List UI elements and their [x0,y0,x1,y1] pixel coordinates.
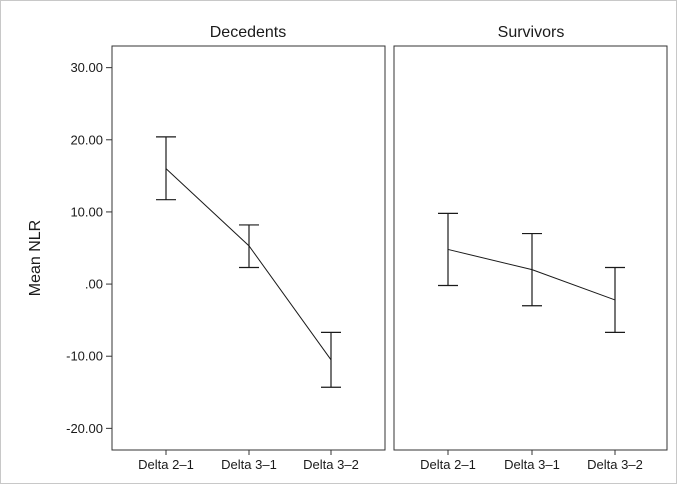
y-tick-label: 10.00 [70,204,103,219]
y-tick-label: -20.00 [66,421,103,436]
x-tick-label: Delta 3–1 [504,457,560,472]
x-axis: Delta 2–1 Delta 3–1 Delta 3–2 Delta 2–1 Delt… [138,450,643,472]
panel-title-survivors: Survivors [498,24,565,41]
y-tick-label: 30.00 [70,60,103,75]
y-axis-title: Mean NLR [27,220,44,296]
y-tick-label: .00 [85,277,103,292]
x-tick-label: Delta 3–2 [303,457,359,472]
x-tick-label: Delta 2–1 [138,457,194,472]
panel-frame-survivors [393,45,668,451]
x-tick-label: Delta 2–1 [420,457,476,472]
x-tick-label: Delta 3–1 [221,457,277,472]
y-tick-label: -10.00 [66,349,103,364]
series-layer [156,136,625,388]
y-axis: 30.00 20.00 10.00 .00 -10.00 -20.00 [66,60,112,436]
x-tick-label: Delta 3–2 [587,457,643,472]
y-tick-label: 20.00 [70,132,103,147]
panel-title-decedents: Decedents [210,24,287,41]
